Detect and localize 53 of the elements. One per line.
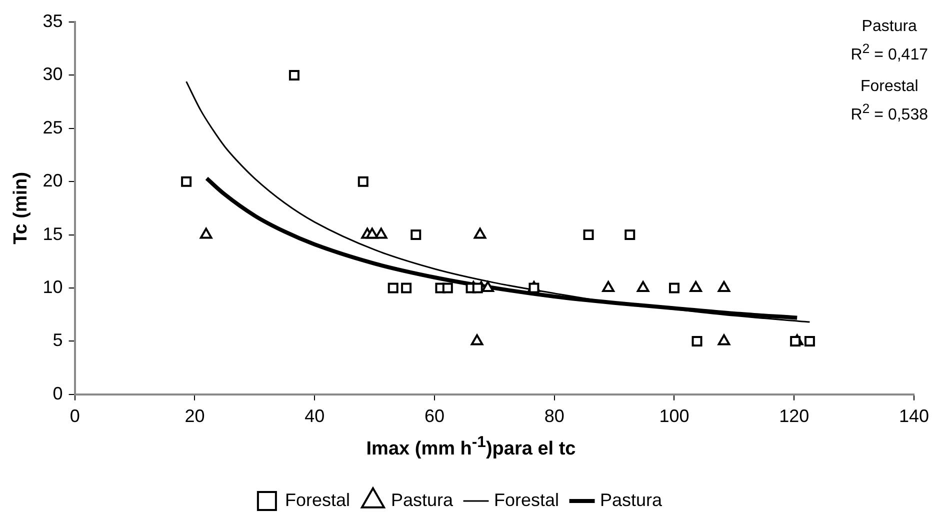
point: [410, 230, 422, 240]
x-tick-label: 100: [659, 406, 690, 426]
point: [482, 281, 494, 292]
point: [442, 282, 453, 294]
point: [790, 336, 801, 346]
y-tick-label: 30: [42, 64, 63, 84]
point: [472, 282, 483, 294]
y-tick-label: 20: [42, 170, 63, 191]
x-tick-label: 40: [304, 406, 325, 426]
point: [690, 281, 702, 292]
annotation: R$^{2}$ = 0,538: [850, 100, 928, 126]
point: [602, 281, 614, 292]
line-series: [186, 80, 810, 323]
y-axis-title: Tc (min): [10, 172, 32, 244]
annotation: Pastura: [860, 17, 918, 37]
x-tick-label: 140: [898, 406, 930, 426]
point: [470, 334, 484, 346]
point: [366, 228, 378, 239]
point: [692, 336, 702, 346]
point: [288, 70, 300, 80]
point: [668, 282, 680, 294]
y-tick-label: 0: [52, 383, 63, 404]
point: [624, 230, 636, 240]
point: [358, 176, 368, 187]
point: [388, 282, 398, 294]
point: [474, 228, 486, 239]
x-tick-label: 120: [779, 406, 810, 426]
point: [804, 336, 815, 346]
legend-label: Forestal: [284, 490, 350, 510]
point: [401, 282, 412, 294]
annotation: R$^{2}$ = 0,417: [850, 40, 928, 66]
point: [200, 228, 212, 239]
x-tick-label: 20: [184, 406, 205, 426]
y-tick-label: 15: [42, 224, 63, 244]
point: [718, 334, 730, 346]
x-tick-label: 0: [70, 406, 80, 426]
y-tick-label: 35: [42, 10, 63, 31]
line-series: [204, 176, 800, 320]
legend-label: Pastura: [600, 490, 664, 510]
y-tick-label: 5: [52, 330, 63, 350]
point: [636, 281, 650, 292]
annotation: Forestal: [859, 77, 920, 98]
x-tick-label: 80: [544, 406, 564, 426]
point: [374, 228, 388, 239]
y-tick-label: 10: [42, 276, 63, 297]
point: [181, 176, 192, 187]
y-tick-label: 25: [42, 117, 63, 138]
x-axis-title: Imax (mm h$^{-1}$)para el tc: [365, 434, 577, 461]
x-tick-label: 60: [424, 406, 444, 426]
legend-label: Forestal: [494, 490, 560, 510]
legend-label: Pastura: [390, 490, 454, 510]
point: [718, 281, 730, 292]
point: [583, 230, 594, 240]
